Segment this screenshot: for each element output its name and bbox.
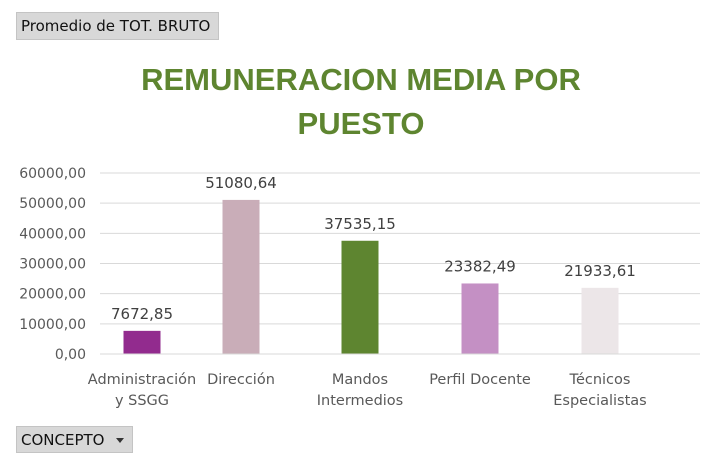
data-label: 23382,49 [444, 257, 516, 275]
chart-title-line-1: REMUNERACION MEDIA POR [141, 62, 581, 97]
x-tick-label: Mandos [332, 372, 388, 388]
y-tick-label: 50000,00 [19, 196, 86, 212]
x-tick-label: Especialistas [553, 393, 646, 409]
chart-title: REMUNERACION MEDIA POR PUESTO [0, 58, 722, 146]
y-tick-label: 0,00 [55, 347, 86, 363]
bar [581, 287, 619, 354]
data-label: 37535,15 [324, 215, 396, 233]
bar [461, 283, 499, 354]
bar [341, 240, 379, 354]
x-tick-label: Intermedios [317, 393, 403, 409]
value-field-button[interactable]: Promedio de TOT. BRUTO [16, 12, 219, 40]
y-tick-label: 30000,00 [19, 257, 86, 273]
y-tick-label: 40000,00 [19, 226, 86, 242]
row-field-button[interactable]: CONCEPTO [16, 426, 133, 453]
y-tick-label: 10000,00 [19, 317, 86, 333]
y-tick-label: 60000,00 [19, 166, 86, 182]
data-label: 21933,61 [564, 262, 636, 280]
bar [222, 199, 260, 354]
data-label: 7672,85 [111, 305, 173, 323]
y-tick-label: 20000,00 [19, 287, 86, 303]
chevron-down-icon[interactable] [116, 438, 124, 443]
x-tick-label: Dirección [207, 372, 275, 388]
bar [123, 330, 161, 354]
x-tick-label: y SSGG [115, 393, 169, 409]
row-field-label: CONCEPTO [21, 431, 105, 449]
chart-title-line-2: PUESTO [297, 106, 425, 141]
data-label: 51080,64 [205, 174, 277, 192]
x-tick-label: Administración [88, 372, 196, 388]
x-tick-label: Perfil Docente [429, 372, 531, 388]
x-tick-label: Técnicos [569, 372, 631, 388]
